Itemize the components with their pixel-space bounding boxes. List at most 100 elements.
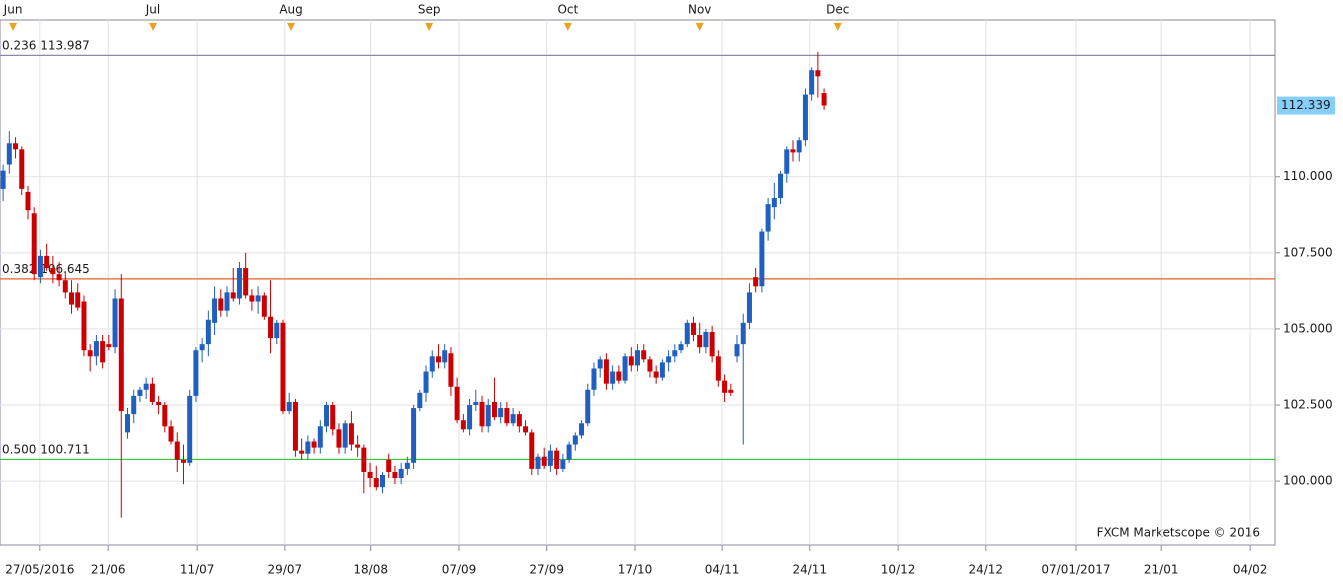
- candle-body: [821, 93, 827, 106]
- candle-body: [224, 292, 230, 311]
- candle-body: [740, 322, 746, 345]
- candle-body: [149, 383, 155, 402]
- candle-body: [37, 255, 43, 278]
- candle-body: [566, 444, 572, 460]
- candle-body: [554, 450, 560, 469]
- y-tick-label: 105.000: [1283, 321, 1333, 335]
- candle-body: [93, 341, 99, 357]
- candle-body: [249, 295, 255, 302]
- x-tick-label: 17/10: [618, 563, 653, 577]
- candle-body: [255, 295, 261, 302]
- candle-body: [75, 292, 81, 308]
- level-ratio: 0.236: [2, 38, 36, 52]
- candle-body: [31, 213, 37, 275]
- candle-body: [106, 344, 112, 348]
- candle-body: [6, 143, 12, 165]
- watermark: FXCM Marketscope © 2016: [1097, 526, 1260, 540]
- candle-body: [659, 362, 665, 378]
- x-tick-label: 27/05/2016: [5, 563, 74, 577]
- candle-body: [56, 274, 62, 281]
- candle-body: [746, 292, 752, 323]
- y-tick-label: 110.000: [1283, 169, 1333, 183]
- candle-body: [299, 450, 305, 454]
- x-tick-label: 21/01: [1144, 563, 1179, 577]
- candle-body: [268, 316, 274, 339]
- candle-body: [591, 368, 597, 390]
- candle-body: [417, 392, 423, 409]
- candle-body: [560, 459, 566, 469]
- candle-body: [547, 450, 553, 466]
- candle-body: [435, 356, 441, 363]
- candle-body: [236, 268, 242, 299]
- x-tick-label: 18/08: [353, 563, 388, 577]
- x-tick-label: 29/07: [268, 563, 303, 577]
- candle-body: [317, 426, 323, 448]
- candle-body: [373, 478, 379, 488]
- level-ratio: 0.500: [2, 442, 36, 456]
- candle-body: [69, 292, 75, 305]
- level-value: 113.987: [40, 38, 90, 52]
- candle-body: [771, 198, 777, 208]
- plot-frame: [0, 19, 1276, 546]
- x-tick-label: 11/07: [180, 563, 215, 577]
- candle-body: [635, 350, 640, 366]
- candle-body: [722, 380, 728, 393]
- candle-body: [386, 459, 392, 472]
- candle-body: [87, 350, 93, 357]
- candle-body: [131, 395, 137, 415]
- candle-body: [311, 441, 317, 448]
- x-tick-label: 27/09: [529, 563, 564, 577]
- candle-body: [0, 170, 6, 189]
- candle-body: [292, 401, 298, 451]
- candle-body: [187, 395, 193, 463]
- last-price-label: 112.339: [1281, 98, 1331, 112]
- candle-body: [784, 149, 790, 174]
- candle-body: [778, 173, 784, 199]
- candle-body: [610, 371, 616, 384]
- candle-body: [25, 191, 31, 211]
- candle-body: [759, 231, 765, 287]
- candle-body: [125, 414, 130, 433]
- candle-body: [81, 301, 87, 351]
- candle-body: [715, 356, 721, 381]
- candle-body: [324, 405, 330, 427]
- candle-body: [112, 298, 118, 348]
- candle-body: [491, 401, 497, 418]
- candle-body: [678, 344, 684, 351]
- candle-body: [180, 459, 186, 463]
- candle-body: [355, 444, 361, 448]
- candle-body: [342, 423, 348, 448]
- x-tick-label: 04/11: [705, 563, 740, 577]
- candle-body: [697, 335, 703, 348]
- month-marker: [287, 23, 296, 31]
- candle-body: [473, 401, 479, 405]
- candle-body: [809, 70, 815, 95]
- candle-body: [790, 149, 796, 153]
- candle-body: [168, 426, 174, 442]
- candle-body: [336, 429, 342, 448]
- candle-body: [572, 435, 578, 445]
- level-value: 100.711: [40, 442, 90, 456]
- candle-body: [205, 319, 211, 345]
- y-tick-label: 107.500: [1283, 245, 1333, 259]
- candle-body: [690, 322, 696, 335]
- level-ratio: 0.382: [2, 261, 36, 275]
- month-label: Dec: [826, 3, 849, 17]
- x-tick-label: 24/12: [968, 563, 1003, 577]
- candle-body: [137, 389, 143, 396]
- candle-body: [467, 405, 473, 430]
- candle-body: [622, 356, 628, 381]
- candle-body: [796, 140, 802, 153]
- x-tick-label: 10/12: [881, 563, 916, 577]
- x-tick-label: 24/11: [792, 563, 827, 577]
- candle-body: [442, 350, 448, 363]
- candle-body: [479, 401, 485, 427]
- candle-body: [330, 405, 336, 430]
- candle-body: [765, 204, 771, 232]
- candle-body: [19, 149, 25, 189]
- x-tick-label: 21/06: [91, 563, 126, 577]
- candle-body: [529, 432, 535, 469]
- candle-body: [280, 322, 286, 412]
